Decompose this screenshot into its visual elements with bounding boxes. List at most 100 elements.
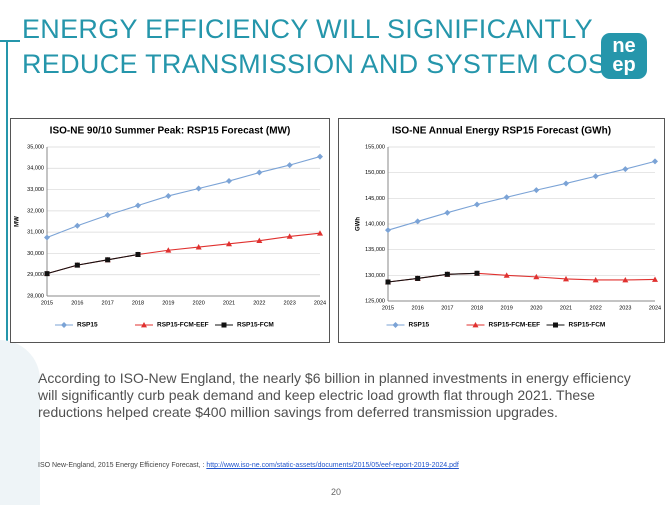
marker xyxy=(533,273,540,280)
x-tick-label: 2020 xyxy=(193,300,205,306)
x-tick-label: 2016 xyxy=(412,305,424,311)
x-tick-label: 2016 xyxy=(71,300,83,306)
x-tick-label: 2018 xyxy=(471,305,483,311)
chart: ISO-NE 90/10 Summer Peak: RSP15 Forecast… xyxy=(10,118,330,343)
x-tick-label: 2022 xyxy=(590,305,602,311)
logo: ne ep xyxy=(601,33,647,79)
marker xyxy=(195,244,202,250)
marker xyxy=(592,173,599,180)
series-line xyxy=(46,156,321,238)
marker xyxy=(256,237,263,244)
y-tick-label: 34,000 xyxy=(27,166,44,172)
series-line xyxy=(46,253,139,275)
marker xyxy=(385,227,391,234)
page-number: 20 xyxy=(330,487,341,497)
legend-label: RSP15-FCM-EEF xyxy=(157,322,209,329)
marker xyxy=(622,276,629,283)
legend-label: RSP15-FCM-EEF xyxy=(489,322,541,329)
marker xyxy=(652,276,658,282)
marker xyxy=(474,201,480,208)
x-tick-label: 2019 xyxy=(162,300,174,306)
x-tick-label: 2017 xyxy=(441,305,453,311)
series-line xyxy=(387,272,478,283)
marker xyxy=(472,322,479,328)
marker xyxy=(256,169,263,176)
marker xyxy=(135,202,141,209)
source: ISO New-England, 2015 Energy Efficiency … xyxy=(38,462,459,469)
x-tick-label: 2015 xyxy=(41,300,53,306)
y-tick-label: 150,000 xyxy=(365,170,385,176)
marker xyxy=(141,322,147,328)
marker xyxy=(44,271,50,277)
marker xyxy=(503,272,510,278)
y-tick-label: 33,000 xyxy=(27,187,44,193)
x-tick-label: 2024 xyxy=(314,300,326,306)
marker xyxy=(74,262,80,268)
marker xyxy=(392,322,399,328)
y-tick-label: 125,000 xyxy=(365,298,385,304)
marker xyxy=(563,275,569,282)
marker xyxy=(226,178,232,185)
marker xyxy=(221,322,227,328)
legend-label: RSP15-FCM xyxy=(237,322,274,329)
slide-title: REDUCE TRANSMISSION AND SYSTEM COSTS xyxy=(22,49,642,79)
y-tick-label: 35,000 xyxy=(27,144,44,150)
y-tick-label: 130,000 xyxy=(365,273,385,279)
chart-title: ISO-NE Annual Energy RSP15 Forecast (GWh… xyxy=(392,126,611,137)
chart-frame xyxy=(10,118,330,343)
slide-title: ENERGY EFFICIENCY WILL SIGNIFICANTLY xyxy=(22,14,593,44)
x-tick-label: 2023 xyxy=(284,300,296,306)
y-tick-label: 32,000 xyxy=(27,208,44,214)
x-tick-label: 2024 xyxy=(649,305,661,311)
marker xyxy=(415,275,421,281)
x-tick-label: 2021 xyxy=(223,300,235,306)
marker xyxy=(444,209,451,216)
source-link[interactable]: http://www.iso-ne.com/static-assets/docu… xyxy=(206,462,459,469)
source-text: ISO New-England, 2015 Energy Efficiency … xyxy=(38,462,207,469)
marker xyxy=(317,153,323,160)
marker xyxy=(652,158,658,165)
x-tick-label: 2021 xyxy=(560,305,572,311)
y-tick-label: 31,000 xyxy=(27,230,44,236)
y-axis-label: GWh xyxy=(356,217,362,231)
marker xyxy=(165,192,172,199)
series-line xyxy=(387,160,656,231)
marker xyxy=(592,276,599,283)
marker xyxy=(105,257,111,263)
marker xyxy=(286,233,293,239)
marker xyxy=(444,271,450,277)
chart-title: ISO-NE 90/10 Summer Peak: RSP15 Forecast… xyxy=(50,126,291,137)
marker xyxy=(474,270,480,276)
legend-label: RSP15-FCM xyxy=(569,322,606,329)
chart-frame xyxy=(338,118,665,343)
chart: ISO-NE Annual Energy RSP15 Forecast (GWh… xyxy=(338,118,665,343)
y-tick-label: 140,000 xyxy=(365,221,385,227)
marker xyxy=(74,222,81,229)
accent-line xyxy=(0,40,20,42)
body-text: According to ISO-New England, the nearly… xyxy=(38,370,631,420)
decor xyxy=(0,340,40,505)
x-tick-label: 2020 xyxy=(530,305,542,311)
marker xyxy=(317,230,323,236)
marker xyxy=(503,194,510,201)
marker xyxy=(226,240,232,247)
y-tick-label: 155,000 xyxy=(365,144,385,150)
marker xyxy=(533,187,540,194)
marker xyxy=(135,251,141,257)
logo-text: ne xyxy=(612,35,636,57)
y-tick-label: 30,000 xyxy=(27,251,44,257)
marker xyxy=(622,166,629,173)
marker xyxy=(61,322,67,328)
charts: ISO-NE 90/10 Summer Peak: RSP15 Forecast… xyxy=(10,118,665,343)
y-tick-label: 135,000 xyxy=(365,247,385,253)
legend-label: RSP15 xyxy=(409,322,430,329)
x-tick-label: 2023 xyxy=(619,305,631,311)
marker xyxy=(553,322,558,328)
y-tick-label: 145,000 xyxy=(365,196,385,202)
marker xyxy=(286,162,293,169)
accent-line xyxy=(6,40,8,505)
x-tick-label: 2018 xyxy=(132,300,144,306)
y-axis-label: MW xyxy=(15,216,21,227)
x-tick-label: 2015 xyxy=(382,305,394,311)
marker xyxy=(165,247,172,253)
